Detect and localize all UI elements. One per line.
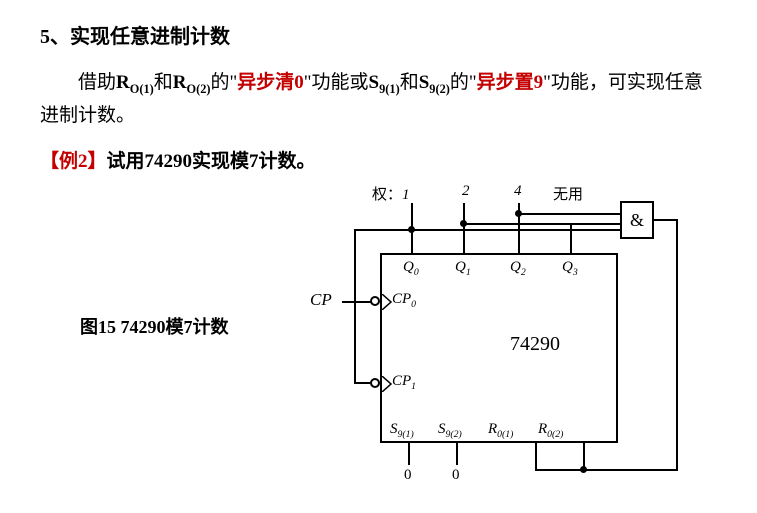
weight-2: 2 xyxy=(462,183,470,200)
q2-label: Q2 xyxy=(510,259,526,278)
r02-sub: O(2) xyxy=(187,82,211,96)
cp-external: CP xyxy=(310,290,332,310)
weight-4: 4 xyxy=(514,183,522,200)
clk-triangle xyxy=(382,294,392,310)
red-text-1: 异步清0 xyxy=(237,72,304,93)
zero-2: 0 xyxy=(452,467,460,484)
wire xyxy=(463,203,465,253)
wire xyxy=(354,382,370,384)
r01-label: R0(1) xyxy=(488,421,513,440)
chip-name: 74290 xyxy=(510,333,560,356)
s91-sub: 9(1) xyxy=(379,82,400,96)
cp1-label: CP1 xyxy=(392,373,416,392)
s92-sub: 9(2) xyxy=(429,82,450,96)
q1-label: Q1 xyxy=(455,259,471,278)
red-text-2: 异步置9 xyxy=(477,72,544,93)
wire xyxy=(535,469,678,471)
junction-dot xyxy=(460,220,467,227)
cp1-bubble xyxy=(370,378,380,388)
text: 的" xyxy=(450,72,477,93)
example-line: 【例2】试用74290实现模7计数。 xyxy=(40,146,717,173)
zero-1: 0 xyxy=(404,467,412,484)
cp0-label: CP0 xyxy=(392,291,416,310)
wire xyxy=(408,443,410,465)
weight-prefix: 权：1 xyxy=(372,183,410,204)
wire xyxy=(570,223,572,253)
s92: S xyxy=(419,72,430,93)
text: 的" xyxy=(211,72,238,93)
q0-label: Q0 xyxy=(403,259,419,278)
chip-box xyxy=(380,253,618,443)
r02: R xyxy=(173,72,187,93)
text: "功能或 xyxy=(304,72,369,93)
clk-triangle xyxy=(382,376,392,392)
wire xyxy=(654,219,678,221)
text: 借助 xyxy=(78,72,116,93)
section-heading: 5、实现任意进制计数 xyxy=(40,20,717,49)
s91: S xyxy=(369,72,380,93)
paragraph: 借助RO(1)和RO(2)的"异步清0"功能或S9(1)和S9(2)的"异步置9… xyxy=(40,67,717,132)
and-gate: & xyxy=(620,201,654,239)
wire xyxy=(518,213,620,215)
wire xyxy=(354,229,356,384)
text: 和 xyxy=(400,72,419,93)
s92-label: S9(2) xyxy=(438,421,462,440)
s91-label: S9(1) xyxy=(390,421,414,440)
example-text: 试用74290实现模7计数。 xyxy=(107,151,316,172)
weight-useless: 无用 xyxy=(553,183,583,204)
wire xyxy=(456,443,458,465)
circuit-diagram: 权：1 2 4 无用 & 74290 Q0 Q1 Q2 Q3 xyxy=(310,183,740,493)
figure-area: 图15 74290模7计数 权：1 2 4 无用 & 74290 Q0 Q1 Q… xyxy=(40,183,717,493)
wire xyxy=(463,223,620,225)
example-label: 【例2】 xyxy=(40,151,107,172)
r01-sub: O(1) xyxy=(130,82,154,96)
figure-caption: 图15 74290模7计数 xyxy=(80,313,229,339)
wire xyxy=(676,219,678,471)
r01: R xyxy=(116,72,130,93)
text: 和 xyxy=(154,72,173,93)
junction-dot xyxy=(515,210,522,217)
wire xyxy=(354,229,411,231)
wire xyxy=(342,301,371,303)
wire xyxy=(411,229,620,231)
wire xyxy=(535,443,537,471)
junction-dot xyxy=(580,466,587,473)
cp0-bubble xyxy=(370,296,380,306)
q3-label: Q3 xyxy=(562,259,578,278)
r02-label: R0(2) xyxy=(538,421,563,440)
